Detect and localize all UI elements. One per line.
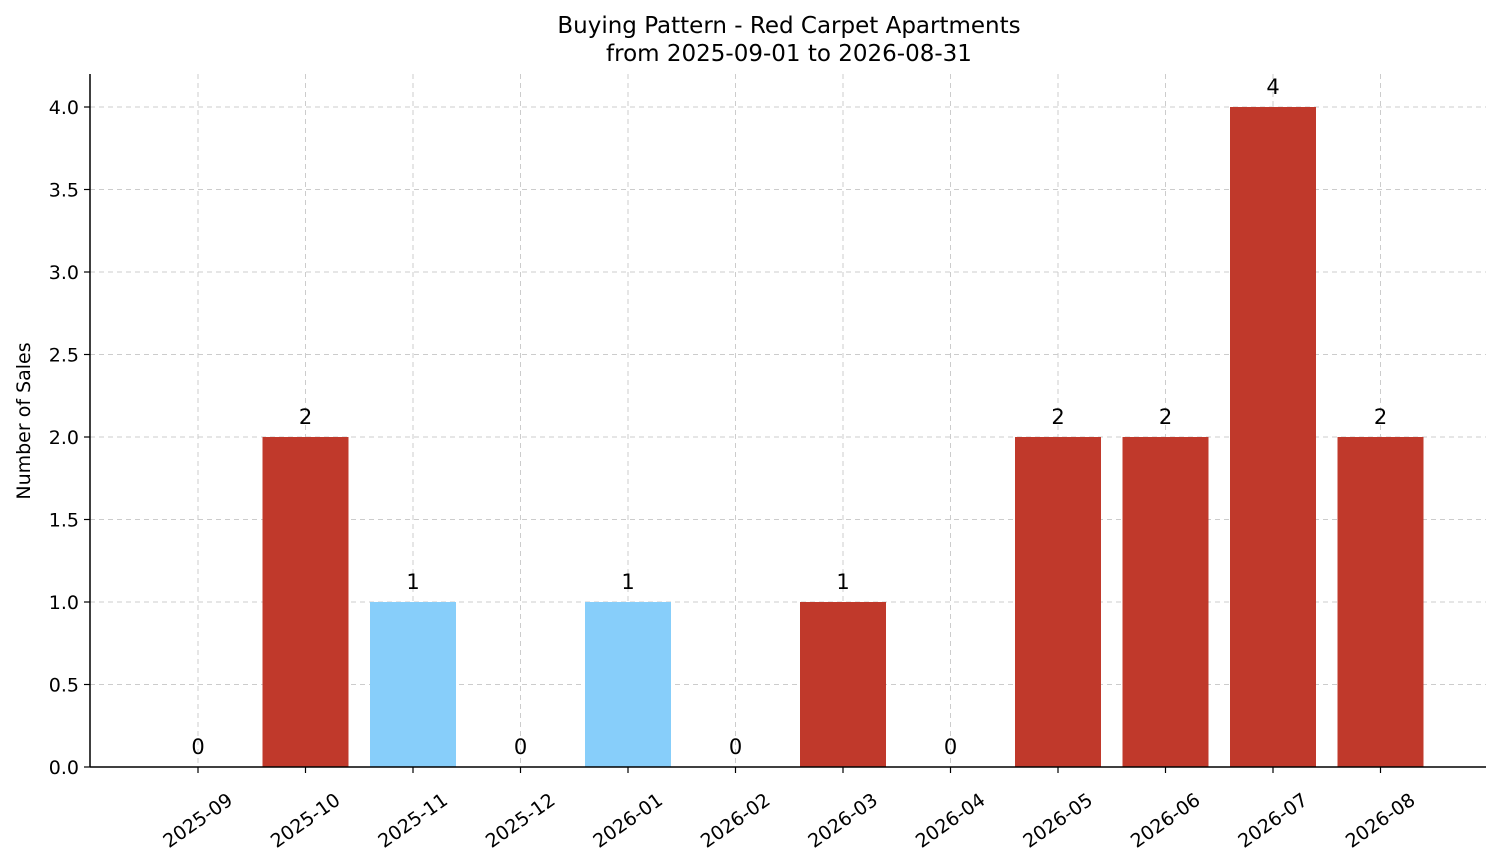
data-label-2025-12: 0 — [514, 735, 527, 759]
y-axis-label: Number of Sales — [13, 342, 35, 499]
y-tick-label: 2.0 — [49, 427, 79, 449]
x-tick-label: 2026-04 — [912, 789, 990, 853]
y-tick-label: 0.0 — [49, 757, 79, 779]
data-label-2026-01: 1 — [621, 570, 634, 594]
y-tick-label: 3.0 — [49, 262, 79, 284]
x-tick-label: 2026-03 — [804, 789, 882, 853]
data-label-2026-07: 4 — [1266, 75, 1279, 99]
y-tick-label: 4.0 — [49, 97, 79, 119]
bar-2025-11 — [370, 602, 456, 767]
bar-2026-08 — [1337, 437, 1424, 767]
chart-title: Buying Pattern - Red Carpet Apartments — [557, 13, 1020, 39]
data-label-2026-05: 2 — [1051, 405, 1064, 429]
data-labels-layer: 0 2 1 0 1 0 1 0 2 2 4 2 — [191, 75, 1387, 759]
y-tick-label: 1.0 — [49, 592, 79, 614]
x-tick-label: 2026-06 — [1127, 789, 1205, 853]
data-label-2026-08: 2 — [1374, 405, 1387, 429]
x-tick-label: 2026-07 — [1234, 789, 1312, 853]
x-tick-label: 2026-08 — [1342, 789, 1420, 853]
data-label-2025-10: 2 — [299, 405, 312, 429]
data-label-2025-09: 0 — [191, 735, 204, 759]
data-label-2026-02: 0 — [729, 735, 742, 759]
y-tick-label: 1.5 — [49, 510, 79, 532]
x-tick-label: 2026-01 — [589, 789, 667, 853]
bar-2026-05 — [1015, 437, 1101, 767]
y-tick-label: 2.5 — [49, 345, 79, 367]
x-tick-label: 2025-10 — [267, 789, 345, 853]
x-tick-label: 2026-02 — [697, 789, 775, 853]
chart-subtitle: from 2025-09-01 to 2026-08-31 — [606, 41, 972, 67]
y-tick-label: 3.5 — [49, 180, 79, 202]
bar-2026-07 — [1230, 107, 1316, 767]
x-tick-label: 2026-05 — [1019, 789, 1097, 853]
y-tick-label: 0.5 — [49, 675, 79, 697]
bar-2026-06 — [1122, 437, 1209, 767]
x-tick-label: 2025-12 — [482, 789, 560, 853]
data-label-2026-03: 1 — [836, 570, 849, 594]
bar-2026-03 — [800, 602, 886, 767]
bars-layer — [262, 107, 1424, 767]
data-label-2025-11: 1 — [406, 570, 419, 594]
x-tick-label: 2025-09 — [159, 789, 237, 853]
data-label-2026-06: 2 — [1159, 405, 1172, 429]
data-label-2026-04: 0 — [944, 735, 957, 759]
x-tick-label: 2025-11 — [374, 789, 452, 853]
bar-2025-10 — [262, 437, 349, 767]
bar-2026-01 — [585, 602, 671, 767]
